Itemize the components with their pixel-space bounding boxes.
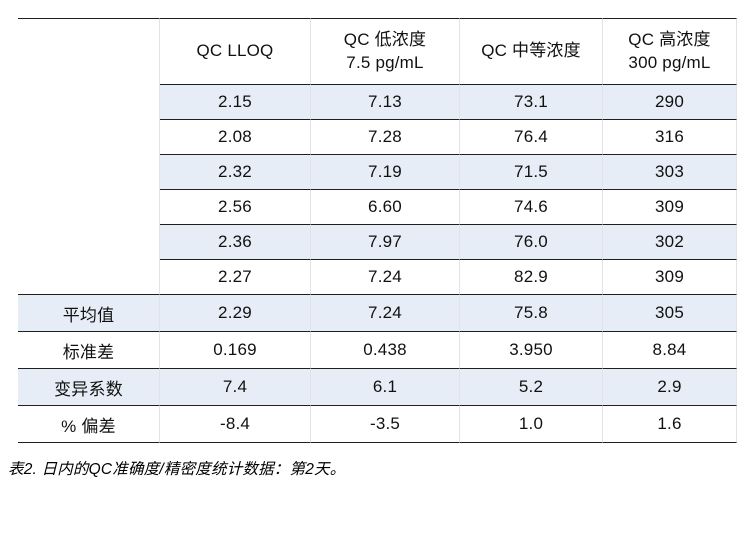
- table-caption: 表2. 日内的QC准确度/精密度统计数据：第2天。: [8, 461, 346, 478]
- column-header-label: QC 低浓度: [343, 30, 427, 50]
- data-cell: 76.4: [460, 120, 603, 155]
- row-label-empty: [18, 85, 160, 120]
- row-label-empty: [18, 190, 160, 225]
- row-label-empty: [18, 225, 160, 260]
- data-cell: 302: [603, 225, 737, 260]
- summary-data-cell: 7.24: [311, 295, 460, 332]
- data-cell: 7.13: [311, 85, 460, 120]
- data-cell: 2.36: [160, 225, 311, 260]
- data-cell: 290: [603, 85, 737, 120]
- data-cell: 2.08: [160, 120, 311, 155]
- summary-data-cell: 2.9: [603, 369, 737, 406]
- summary-data-cell: 6.1: [311, 369, 460, 406]
- column-header-label: QC LLOQ: [196, 41, 274, 61]
- data-cell: 73.1: [460, 85, 603, 120]
- column-header-sublabel: 300 pg/mL: [628, 52, 711, 72]
- summary-data-cell: 305: [603, 295, 737, 332]
- data-cell: 6.60: [311, 190, 460, 225]
- summary-data-cell: 75.8: [460, 295, 603, 332]
- summary-row-label: 变异系数: [18, 369, 160, 406]
- summary-data-cell: -3.5: [311, 406, 460, 443]
- summary-data-cell: -8.4: [160, 406, 311, 443]
- column-header-label: QC 中等浓度: [481, 41, 581, 61]
- column-header-cell: QC LLOQ: [160, 18, 311, 85]
- qc-statistics-table: QC LLOQ QC 低浓度 7.5 pg/mL QC 中等浓度 QC 高浓度 300 p…: [18, 18, 737, 443]
- summary-data-cell: 0.169: [160, 332, 311, 369]
- data-cell: 7.19: [311, 155, 460, 190]
- data-cell: 309: [603, 260, 737, 295]
- summary-data-cell: 2.29: [160, 295, 311, 332]
- data-cell: 309: [603, 190, 737, 225]
- data-cell: 71.5: [460, 155, 603, 190]
- data-cell: 316: [603, 120, 737, 155]
- data-cell: 7.24: [311, 260, 460, 295]
- data-cell: 303: [603, 155, 737, 190]
- summary-data-cell: 0.438: [311, 332, 460, 369]
- data-cell: 7.28: [311, 120, 460, 155]
- summary-row-label: % 偏差: [18, 406, 160, 443]
- summary-data-cell: 1.0: [460, 406, 603, 443]
- summary-data-cell: 5.2: [460, 369, 603, 406]
- summary-row-label: 平均值: [18, 295, 160, 332]
- column-header-label: QC 高浓度: [628, 30, 711, 50]
- row-label-empty: [18, 155, 160, 190]
- data-cell: 7.97: [311, 225, 460, 260]
- row-label-empty: [18, 260, 160, 295]
- corner-header-cell: [18, 18, 160, 85]
- data-cell: 76.0: [460, 225, 603, 260]
- summary-row-label: 标准差: [18, 332, 160, 369]
- data-cell: 74.6: [460, 190, 603, 225]
- summary-data-cell: 7.4: [160, 369, 311, 406]
- summary-data-cell: 1.6: [603, 406, 737, 443]
- data-cell: 2.15: [160, 85, 311, 120]
- summary-data-cell: 8.84: [603, 332, 737, 369]
- data-cell: 82.9: [460, 260, 603, 295]
- data-cell: 2.27: [160, 260, 311, 295]
- column-header-cell: QC 中等浓度: [460, 18, 603, 85]
- column-header-sublabel: 7.5 pg/mL: [346, 52, 424, 72]
- data-cell: 2.56: [160, 190, 311, 225]
- data-cell: 2.32: [160, 155, 311, 190]
- column-header-cell: QC 高浓度 300 pg/mL: [603, 18, 737, 85]
- summary-data-cell: 3.950: [460, 332, 603, 369]
- row-label-empty: [18, 120, 160, 155]
- column-header-cell: QC 低浓度 7.5 pg/mL: [311, 18, 460, 85]
